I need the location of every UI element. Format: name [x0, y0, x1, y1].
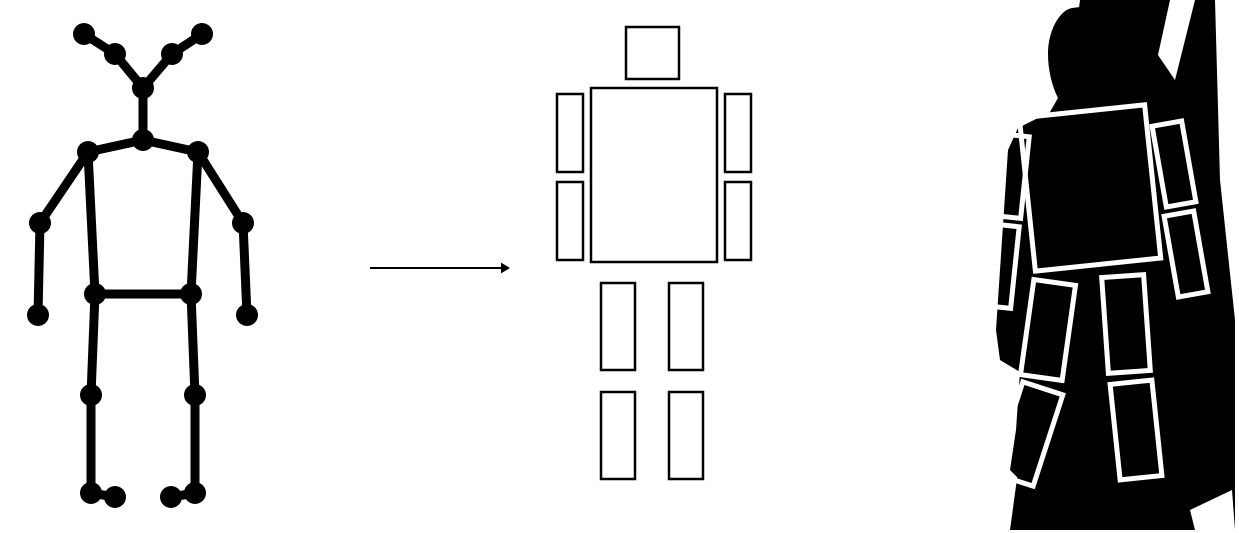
part-torso: [591, 88, 717, 262]
part-r_upper_arm: [725, 94, 751, 172]
arrow-head: [501, 263, 510, 274]
joint-l_hip: [84, 283, 106, 305]
joint-head_top_right_inner: [161, 43, 183, 65]
joint-l_ankle: [80, 482, 102, 504]
part-head: [626, 27, 679, 79]
bone: [191, 152, 198, 294]
diagram-canvas: [0, 0, 1239, 533]
part-r_lower_arm: [725, 182, 751, 260]
bone: [88, 152, 95, 294]
joint-r_wrist: [236, 304, 258, 326]
joint-head_top_left_inner: [104, 43, 126, 65]
part-l_upper_arm: [557, 94, 583, 172]
arrow-icon: [370, 263, 510, 274]
part-l_lower_leg: [601, 392, 635, 479]
part-r_upper_leg: [669, 283, 703, 370]
part-l_upper_leg: [601, 283, 635, 370]
bone: [91, 294, 95, 395]
bone: [40, 152, 88, 223]
joint-r_hip: [180, 283, 202, 305]
joint-r_foot: [160, 486, 182, 508]
silhouette-panel: [930, 0, 1235, 530]
joint-head_top_left: [73, 23, 95, 45]
joint-l_foot: [104, 486, 126, 508]
part-r_lower_leg: [669, 392, 703, 479]
bone: [198, 152, 243, 223]
joint-neck: [132, 129, 154, 151]
part-l_lower_arm: [557, 182, 583, 260]
joint-l_elbow: [29, 212, 51, 234]
joint-r_knee: [184, 384, 206, 406]
joint-l_shoulder: [77, 141, 99, 163]
joint-head_top: [132, 77, 154, 99]
joint-l_knee: [80, 384, 102, 406]
joint-r_ankle: [184, 482, 206, 504]
joint-head_top_right: [191, 23, 213, 45]
joint-r_shoulder: [187, 141, 209, 163]
skeleton-figure: [27, 23, 258, 508]
bone: [38, 223, 40, 315]
box-model-figure: [557, 27, 751, 479]
bone: [191, 294, 195, 395]
bone: [243, 223, 247, 315]
joint-r_elbow: [232, 212, 254, 234]
joint-l_wrist: [27, 304, 49, 326]
